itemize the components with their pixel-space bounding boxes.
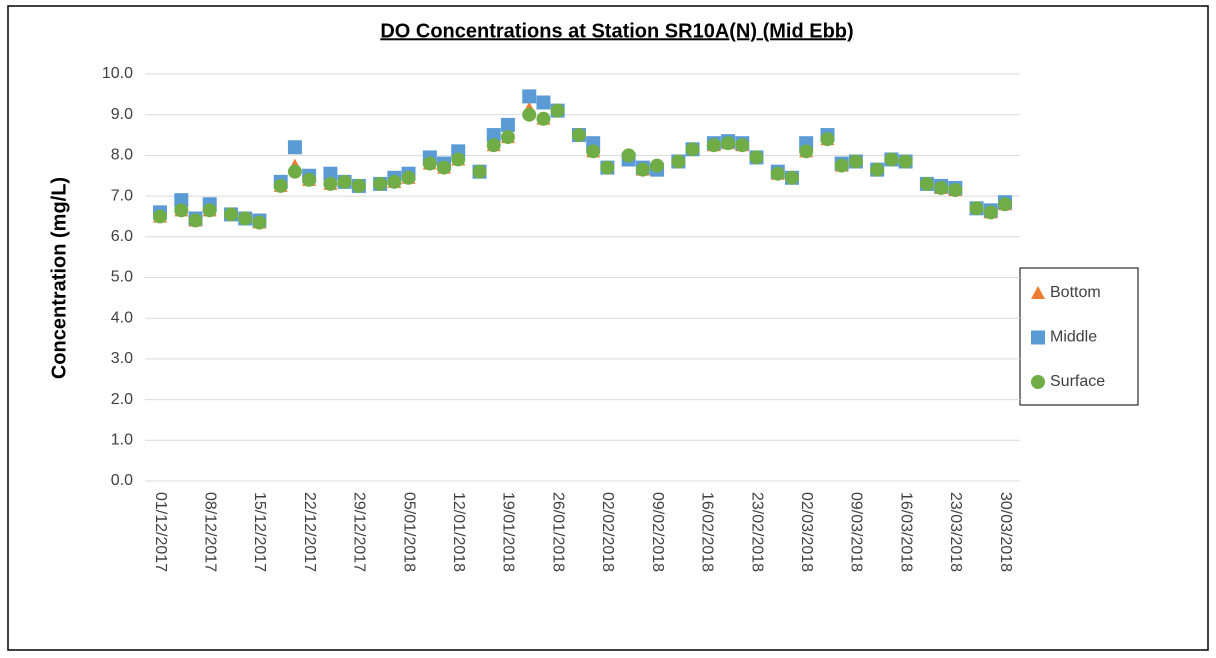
data-point: [898, 154, 913, 169]
y-axis-title: Concentration (mg/L): [48, 177, 70, 379]
data-point: [749, 150, 764, 165]
x-tick-label: 12/01/2018: [450, 492, 467, 572]
data-point: [550, 103, 565, 118]
data-point: [252, 215, 267, 230]
data-point: [387, 174, 402, 189]
y-tick-label: 9.0: [111, 106, 133, 123]
data-point: [571, 128, 586, 143]
data-point: [536, 95, 551, 110]
data-point: [351, 178, 366, 193]
x-tick-label: 01/12/2017: [152, 492, 169, 572]
y-tick-label: 7.0: [111, 187, 133, 204]
x-tick-label: 26/01/2018: [549, 492, 566, 572]
data-point: [202, 203, 217, 218]
data-point: [451, 152, 466, 167]
data-point: [486, 128, 501, 143]
x-tick-label: 09/03/2018: [848, 492, 865, 572]
data-point: [188, 213, 203, 228]
data-point: [224, 207, 239, 222]
y-tick-label: 10.0: [102, 65, 133, 82]
data-point: [820, 132, 835, 147]
legend-label: Surface: [1050, 373, 1105, 390]
data-point: [870, 162, 885, 177]
y-tick-label: 6.0: [111, 228, 133, 245]
data-point: [721, 136, 736, 151]
data-point: [422, 156, 437, 171]
data-point: [323, 166, 338, 181]
data-point: [302, 172, 317, 187]
data-point: [174, 193, 189, 208]
data-point: [323, 176, 338, 191]
data-point: [153, 209, 167, 224]
chart-border: [7, 5, 1209, 651]
data-point: [536, 111, 551, 126]
data-point: [437, 160, 452, 175]
legend-label: Bottom: [1050, 284, 1101, 301]
x-tick-label: 08/12/2017: [201, 492, 218, 572]
data-point: [770, 166, 785, 181]
y-tick-label: 1.0: [111, 432, 133, 449]
data-point: [586, 144, 601, 159]
y-tick-label: 2.0: [111, 391, 133, 408]
data-point: [273, 178, 288, 193]
x-tick-label: 19/01/2018: [500, 492, 517, 572]
y-tick-label: 8.0: [111, 147, 133, 164]
data-point: [621, 148, 636, 163]
data-point: [522, 107, 537, 122]
x-tick-label: 15/12/2017: [251, 492, 268, 572]
data-point: [998, 197, 1012, 212]
data-point: [919, 176, 934, 191]
x-tick-label: 23/02/2018: [748, 492, 765, 572]
data-point: [884, 152, 899, 167]
data-point: [983, 205, 998, 220]
data-point: [472, 164, 487, 179]
data-point: [337, 174, 352, 189]
data-point: [834, 158, 849, 173]
x-tick-label: 05/01/2018: [400, 492, 417, 572]
data-point: [706, 138, 721, 153]
data-point: [522, 89, 537, 104]
data-point: [287, 140, 302, 155]
data-point: [373, 176, 388, 191]
data-point: [401, 170, 416, 185]
data-point: [671, 154, 686, 169]
data-point: [685, 142, 700, 157]
legend-marker: [1031, 375, 1045, 389]
x-tick-label: 16/02/2018: [699, 492, 716, 572]
x-tick-label: 22/12/2017: [301, 492, 318, 572]
data-point: [848, 154, 863, 169]
data-point: [486, 138, 501, 153]
x-tick-label: 23/03/2018: [947, 492, 964, 572]
x-tick-label: 09/02/2018: [649, 492, 666, 572]
data-point: [238, 211, 253, 226]
data-point: [635, 162, 650, 177]
data-point: [948, 182, 963, 197]
data-point: [500, 117, 515, 132]
data-point: [784, 170, 799, 185]
data-point: [969, 201, 984, 216]
data-point: [287, 164, 302, 179]
data-point: [174, 203, 189, 218]
x-tick-label: 02/02/2018: [599, 492, 616, 572]
data-point: [650, 158, 665, 173]
data-point: [735, 138, 750, 153]
x-tick-label: 29/12/2017: [351, 492, 368, 572]
legend-label: Middle: [1050, 329, 1097, 346]
y-tick-label: 4.0: [111, 309, 133, 326]
legend-marker: [1031, 286, 1045, 299]
x-tick-label: 30/03/2018: [997, 492, 1014, 572]
data-point: [934, 180, 949, 195]
x-tick-label: 02/03/2018: [798, 492, 815, 572]
y-tick-label: 3.0: [111, 350, 133, 367]
chart-title: DO Concentrations at Station SR10A(N) (M…: [380, 20, 853, 42]
y-tick-label: 0.0: [111, 472, 133, 489]
y-tick-label: 5.0: [111, 269, 133, 286]
x-tick-label: 16/03/2018: [897, 492, 914, 572]
data-point: [600, 160, 615, 175]
data-point: [500, 130, 515, 145]
data-point: [799, 144, 814, 159]
legend-marker: [1031, 330, 1045, 345]
